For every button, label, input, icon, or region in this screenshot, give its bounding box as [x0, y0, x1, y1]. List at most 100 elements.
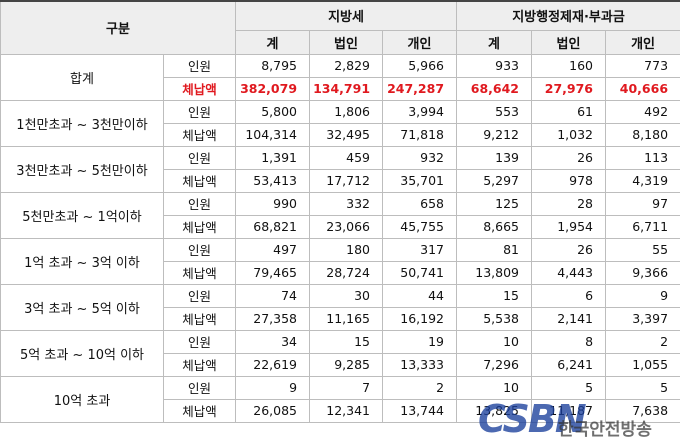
table-row: 5천만초과 ~ 1억이하 인원 990 332 658 125 28 97 [0, 191, 680, 239]
table-row: 1억 초과 ~ 3억 이하 인원 497 180 317 81 26 55 [0, 237, 680, 285]
row-group-label: 3억 초과 ~ 5억 이하 [0, 283, 164, 331]
table-cell: 13,333 [382, 352, 458, 377]
table-cell: 7,638 [605, 398, 680, 423]
watermark-logo: CSBN 한국안전방송 [478, 397, 680, 443]
table-cell: 11,165 [309, 306, 384, 331]
metric-label-amount: 체납액 [162, 398, 237, 423]
table-cell: 125 [456, 191, 533, 216]
header-total: 계 [235, 29, 311, 55]
table-cell: 28 [531, 191, 607, 216]
table-cell: 553 [456, 99, 533, 124]
table-cell: 3,397 [605, 306, 680, 331]
table-cell: 247,287 [382, 76, 458, 101]
table-cell: 5,966 [382, 53, 458, 78]
table-cell: 45,755 [382, 214, 458, 239]
table-cell: 9,285 [309, 352, 384, 377]
table-cell: 2,141 [531, 306, 607, 331]
table-cell: 4,319 [605, 168, 680, 193]
table-row: 체납액 53,413 17,712 35,701 5,297 978 4,319 [1, 168, 680, 193]
table-cell: 1,055 [605, 352, 680, 377]
table-cell: 8,795 [235, 53, 311, 78]
logo-org-name: 한국안전방송 [558, 420, 652, 440]
table-cell: 13,825 [456, 398, 533, 423]
table-cell: 1,391 [235, 145, 311, 170]
header-category: 구분 [0, 0, 237, 55]
table-cell: 11,187 [531, 398, 607, 423]
table-cell: 40,666 [605, 76, 680, 101]
table-cell: 35,701 [382, 168, 458, 193]
table-row: 합계 인원 8,795 2,829 5,966 933 160 773 [0, 53, 680, 101]
metric-label-amount: 체납액 [162, 260, 237, 285]
table-cell: 68,642 [456, 76, 533, 101]
table-cell: 9,366 [605, 260, 680, 285]
table-cell: 6,241 [531, 352, 607, 377]
table-cell: 7,296 [456, 352, 533, 377]
metric-label-count: 인원 [162, 191, 237, 216]
table-cell: 13,744 [382, 398, 458, 423]
table-cell: 2,829 [309, 53, 384, 78]
header-corporate: 법인 [309, 29, 384, 55]
row-group-label: 10억 초과 [0, 375, 164, 423]
table-cell: 15 [309, 329, 384, 354]
header-admin-fees: 지방행정제재·부과금 [456, 0, 680, 31]
table-cell: 139 [456, 145, 533, 170]
table-cell: 8,665 [456, 214, 533, 239]
table-cell: 61 [531, 99, 607, 124]
metric-label-count: 인원 [162, 283, 237, 308]
header-local-tax: 지방세 [235, 0, 458, 31]
table-row: 3억 초과 ~ 5억 이하 인원 74 30 44 15 6 9 [0, 283, 680, 331]
table-cell: 50,741 [382, 260, 458, 285]
table-cell: 990 [235, 191, 311, 216]
table-cell: 1,806 [309, 99, 384, 124]
table-cell: 26,085 [235, 398, 311, 423]
table-cell: 180 [309, 237, 384, 262]
row-group-label: 1억 초과 ~ 3억 이하 [0, 237, 164, 285]
table-cell: 9 [605, 283, 680, 308]
header-corporate: 법인 [531, 29, 607, 55]
table-cell: 5,800 [235, 99, 311, 124]
table-row: 3천만초과 ~ 5천만이하 인원 1,391 459 932 139 26 113 [0, 145, 680, 193]
table-cell: 5 [531, 375, 607, 400]
metric-label-count: 인원 [162, 375, 237, 400]
table-cell: 8,180 [605, 122, 680, 147]
table-cell: 23,066 [309, 214, 384, 239]
table-cell: 9 [235, 375, 311, 400]
table-cell: 1,954 [531, 214, 607, 239]
table-cell: 6,711 [605, 214, 680, 239]
table-cell: 5,297 [456, 168, 533, 193]
table-row: 체납액 22,619 9,285 13,333 7,296 6,241 1,055 [1, 352, 680, 377]
table-cell: 26 [531, 145, 607, 170]
table-cell: 317 [382, 237, 458, 262]
table-cell: 382,079 [235, 76, 311, 101]
table-cell: 5,538 [456, 306, 533, 331]
table-cell: 17,712 [309, 168, 384, 193]
row-group-label: 5천만초과 ~ 1억이하 [0, 191, 164, 239]
table-cell: 160 [531, 53, 607, 78]
table-cell: 79,465 [235, 260, 311, 285]
table-cell: 1,032 [531, 122, 607, 147]
table-cell: 932 [382, 145, 458, 170]
metric-label-count: 인원 [162, 145, 237, 170]
metric-label-count: 인원 [162, 99, 237, 124]
metric-label-amount: 체납액 [162, 122, 237, 147]
table-cell: 27,358 [235, 306, 311, 331]
table-cell: 55 [605, 237, 680, 262]
table-cell: 7 [309, 375, 384, 400]
header-individual: 개인 [382, 29, 458, 55]
table-cell: 12,341 [309, 398, 384, 423]
table-cell: 28,724 [309, 260, 384, 285]
header-individual: 개인 [605, 29, 680, 55]
table-cell: 104,314 [235, 122, 311, 147]
table-cell: 2 [382, 375, 458, 400]
table-row: 5억 초과 ~ 10억 이하 인원 34 15 19 10 8 2 [0, 329, 680, 377]
row-group-label: 5억 초과 ~ 10억 이하 [0, 329, 164, 377]
table-cell: 497 [235, 237, 311, 262]
table-cell: 53,413 [235, 168, 311, 193]
table-cell: 4,443 [531, 260, 607, 285]
table-cell: 22,619 [235, 352, 311, 377]
table-cell: 44 [382, 283, 458, 308]
header-total: 계 [456, 29, 533, 55]
table-cell: 68,821 [235, 214, 311, 239]
table-cell: 492 [605, 99, 680, 124]
metric-label-amount: 체납액 [162, 352, 237, 377]
